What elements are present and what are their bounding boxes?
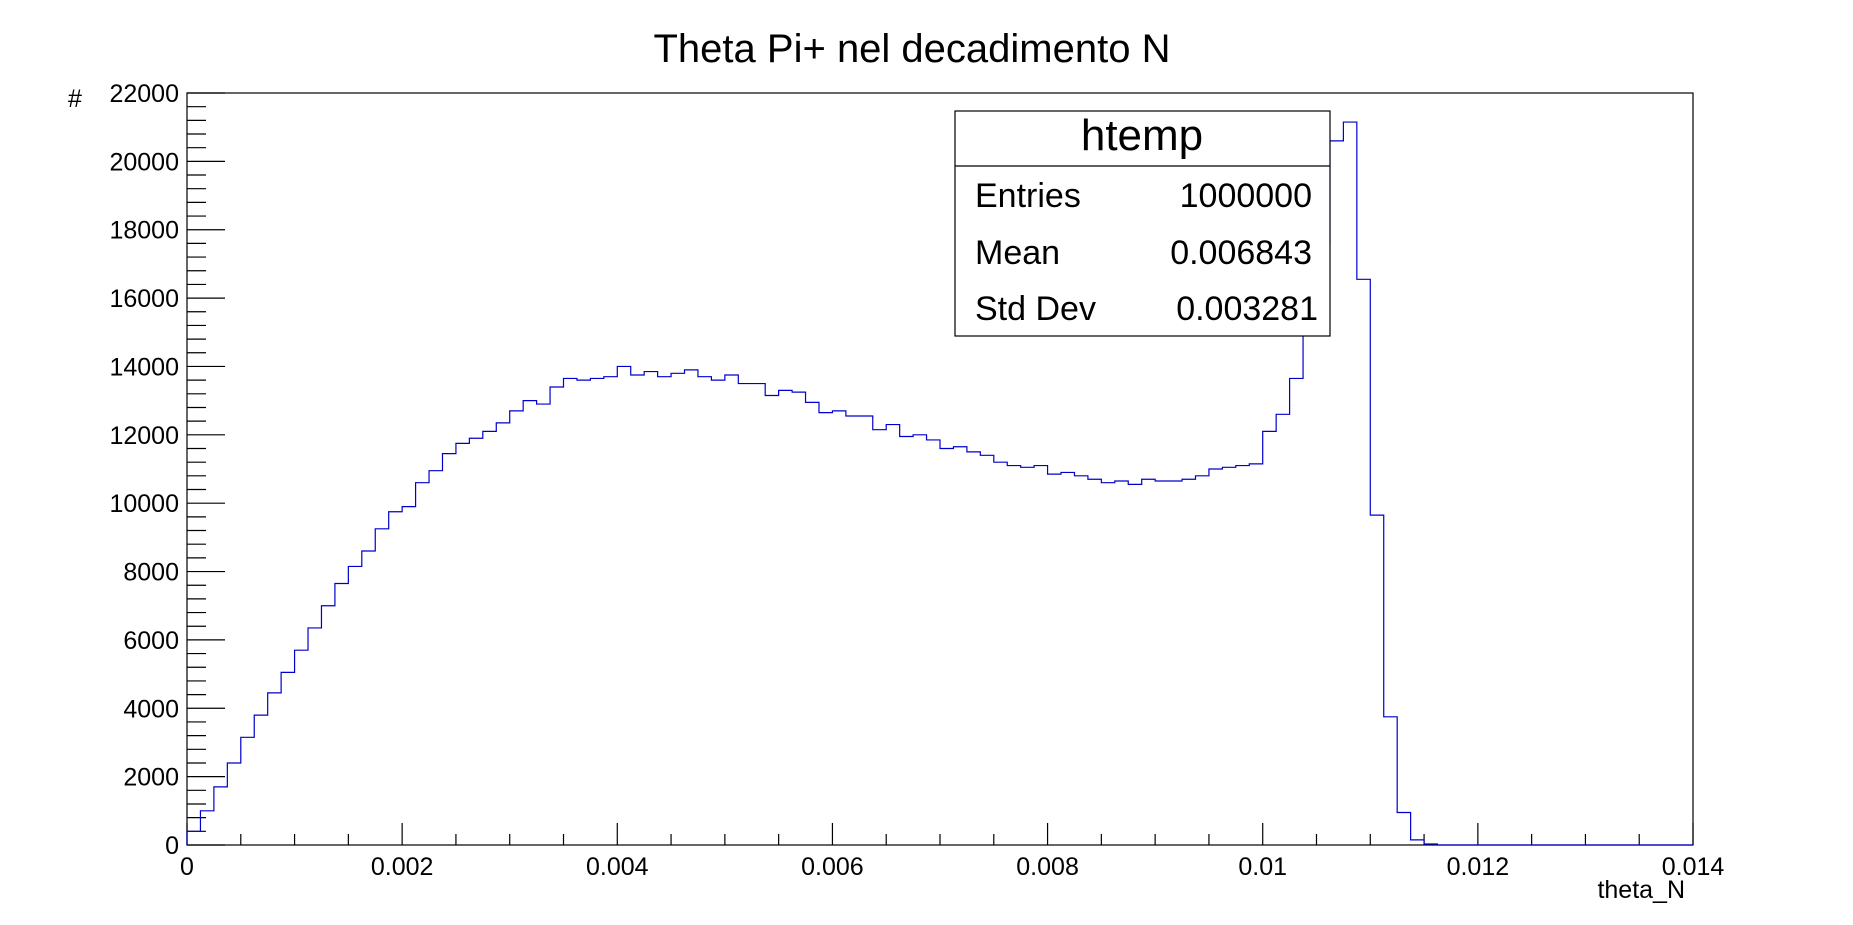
y-tick-label: 2000 bbox=[123, 764, 179, 792]
x-tick-label: 0.008 bbox=[1016, 853, 1079, 881]
y-tick-label: 12000 bbox=[109, 422, 179, 450]
x-tick-label: 0.006 bbox=[801, 853, 864, 881]
x-tick-label: 0.014 bbox=[1662, 853, 1725, 881]
stats-box-title: htemp bbox=[1081, 111, 1203, 160]
stats-box-frame bbox=[954, 110, 1331, 337]
y-tick-label: 22000 bbox=[109, 80, 179, 108]
x-tick-label: 0.01 bbox=[1238, 853, 1287, 881]
stats-stddev-label: Std Dev bbox=[975, 290, 1096, 328]
y-tick-label: 8000 bbox=[123, 559, 179, 587]
stats-entries-label: Entries bbox=[975, 177, 1081, 215]
stats-entries-value: 1000000 bbox=[1180, 177, 1312, 215]
x-tick-label: 0.004 bbox=[586, 853, 649, 881]
histogram-line bbox=[186, 121, 1693, 846]
x-tick-label: 0 bbox=[180, 853, 194, 881]
y-tick-label: 6000 bbox=[123, 627, 179, 655]
plot-frame bbox=[186, 92, 1694, 846]
x-axis: 0 0.002 0.004 0.006 0.008 0.01 0.012 0.014 bbox=[180, 823, 1724, 881]
stats-stddev-value: 0.003281 bbox=[1176, 290, 1318, 328]
y-axis: 0 2000 4000 6000 8000 10000 12000 14000 16000 180… bbox=[109, 80, 225, 860]
x-tick-label: 0.002 bbox=[371, 853, 434, 881]
y-tick-label: 18000 bbox=[109, 217, 179, 245]
y-tick-label: 14000 bbox=[109, 353, 179, 381]
stats-mean-value: 0.006843 bbox=[1170, 234, 1312, 272]
stats-box: htemp Entries 1000000 Mean 0.006843 Std … bbox=[954, 110, 1331, 337]
y-tick-label: 4000 bbox=[123, 695, 179, 723]
y-tick-label: 0 bbox=[165, 832, 179, 860]
x-axis-label: theta_N bbox=[1597, 876, 1685, 904]
stats-mean-label: Mean bbox=[975, 234, 1060, 272]
y-tick-label: 20000 bbox=[109, 148, 179, 176]
y-axis-label: # bbox=[68, 85, 82, 113]
y-tick-label: 10000 bbox=[109, 490, 179, 518]
y-tick-label: 16000 bbox=[109, 285, 179, 313]
x-tick-label: 0.012 bbox=[1447, 853, 1510, 881]
chart-title: Theta Pi+ nel decadimento N bbox=[654, 27, 1171, 71]
